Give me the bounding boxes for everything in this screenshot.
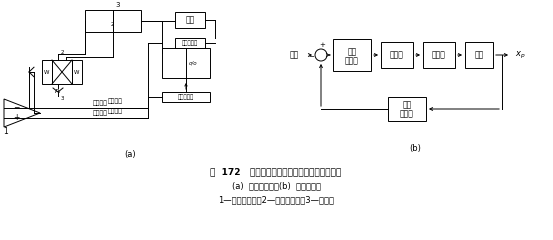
- Text: 伺服: 伺服: [347, 48, 357, 56]
- Text: 3: 3: [116, 2, 120, 8]
- Bar: [381, 42, 413, 68]
- Text: 3: 3: [60, 96, 64, 102]
- Text: 负载: 负载: [474, 50, 484, 60]
- Text: 反馈信号: 反馈信号: [108, 98, 123, 104]
- Text: $P_s$: $P_s$: [54, 88, 62, 96]
- Text: 图  172   电液伺服阀控制的液压缸直线位置回路: 图 172 电液伺服阀控制的液压缸直线位置回路: [210, 168, 342, 176]
- Bar: [175, 12, 205, 28]
- Bar: [72, 60, 82, 84]
- Text: 指令信号: 指令信号: [92, 110, 107, 116]
- Bar: [333, 39, 371, 71]
- Bar: [162, 48, 210, 78]
- Text: 反馈: 反馈: [403, 101, 411, 109]
- Text: 2: 2: [110, 22, 114, 26]
- Text: 2: 2: [60, 49, 64, 54]
- Text: 1: 1: [4, 126, 8, 136]
- Text: 传感器: 传感器: [400, 109, 414, 119]
- Text: 负载: 负载: [185, 16, 195, 24]
- Text: (a): (a): [124, 150, 136, 160]
- Text: o/o: o/o: [189, 60, 197, 66]
- Text: −: −: [308, 54, 314, 60]
- Text: (a)  回路原理图；(b)  职能方框图: (a) 回路原理图；(b) 职能方框图: [232, 181, 321, 191]
- Text: 反馈信号: 反馈信号: [92, 100, 107, 106]
- Text: +: +: [13, 114, 19, 122]
- Bar: [423, 42, 455, 68]
- Text: 液压缸: 液压缸: [432, 50, 446, 60]
- Text: 1—伺服放大器；2—电液伺服阀；3—液压缸: 1—伺服放大器；2—电液伺服阀；3—液压缸: [218, 196, 334, 204]
- Bar: [113, 10, 141, 32]
- Bar: [52, 60, 72, 84]
- Text: 放大器: 放大器: [345, 56, 359, 66]
- Text: −: −: [13, 103, 19, 113]
- Text: W: W: [44, 70, 50, 74]
- Bar: [465, 42, 493, 68]
- Text: $x_p$: $x_p$: [515, 49, 526, 60]
- Text: 指令: 指令: [290, 50, 299, 60]
- Text: 反馈电位器: 反馈电位器: [182, 40, 198, 46]
- Bar: [388, 97, 426, 121]
- Polygon shape: [4, 99, 40, 127]
- Text: W: W: [74, 70, 80, 74]
- Bar: [85, 10, 113, 32]
- Text: +: +: [319, 42, 325, 48]
- Bar: [162, 92, 210, 102]
- Bar: [42, 60, 52, 84]
- Text: 指令电位器: 指令电位器: [178, 94, 194, 100]
- Text: 伺服阀: 伺服阀: [390, 50, 404, 60]
- Text: 指令信号: 指令信号: [108, 108, 123, 114]
- Text: (b): (b): [409, 144, 421, 152]
- Bar: [175, 38, 205, 48]
